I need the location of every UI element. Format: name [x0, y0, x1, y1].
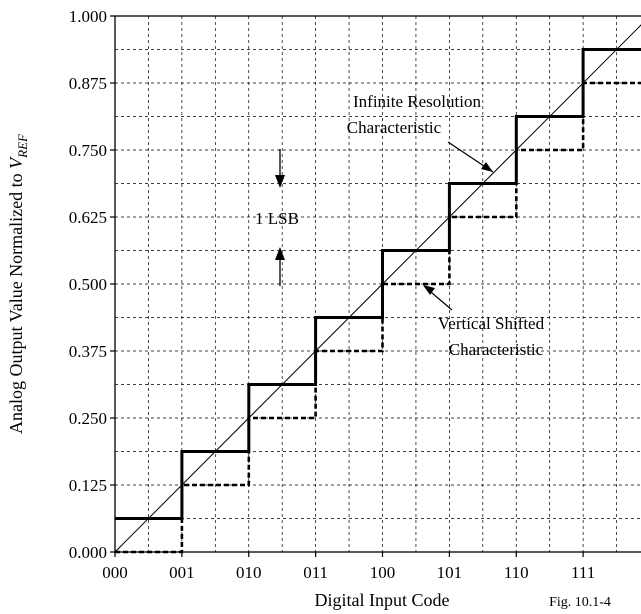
infinite-annotation-line1: Infinite Resolution	[353, 92, 481, 111]
y-tick-label: 0.500	[69, 275, 107, 294]
y-axis-title: Analog Output Value Normalized to VREF	[6, 133, 30, 434]
y-tick-label: 0.000	[69, 543, 107, 562]
y-tick-label: 0.250	[69, 409, 107, 428]
x-tick-label: 001	[169, 563, 195, 582]
y-tick-label: 0.625	[69, 208, 107, 227]
lsb-label: 1 LSB	[255, 209, 299, 228]
infinite-arrow-head	[481, 162, 493, 172]
x-tick-labels: 000 001 010 011 100 101 110 111	[102, 552, 595, 582]
series-infinite-resolution	[114, 24, 641, 553]
x-axis-title: Digital Input Code	[315, 590, 450, 610]
shifted-annotation-line1: Vertical Shifted	[438, 314, 545, 333]
x-tick-label: 000	[102, 563, 128, 582]
y-tick-labels: 0.000 0.125 0.250 0.375 0.500 0.625 0.750 0.875…	[69, 7, 115, 562]
infinite-annotation-line2: Characteristic	[347, 118, 442, 137]
x-tick-label: 111	[571, 563, 595, 582]
x-tick-label: 101	[437, 563, 463, 582]
lsb-arrow-bottom-head	[275, 247, 285, 260]
x-tick-label: 100	[370, 563, 396, 582]
x-tick-label: 011	[303, 563, 328, 582]
y-tick-label: 0.875	[69, 74, 107, 93]
y-tick-label: 0.125	[69, 476, 107, 495]
figure-number: Fig. 10.1-4	[549, 595, 611, 610]
x-tick-label: 110	[504, 563, 529, 582]
shifted-annotation-line2: Characteristic	[449, 340, 544, 359]
series-shifted-staircase	[115, 81, 641, 554]
y-tick-label: 1.000	[69, 7, 107, 26]
series-layer	[114, 24, 641, 554]
lsb-arrow-top-head	[275, 175, 285, 188]
x-tick-label: 010	[236, 563, 262, 582]
shifted-arrow-head	[423, 285, 435, 295]
y-tick-label: 0.750	[69, 141, 107, 160]
y-tick-label: 0.375	[69, 342, 107, 361]
